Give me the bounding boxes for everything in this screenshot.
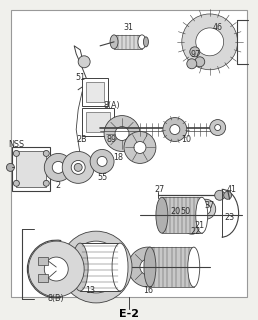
Circle shape (44, 154, 72, 181)
Circle shape (188, 221, 196, 229)
Ellipse shape (156, 197, 168, 233)
Circle shape (168, 209, 188, 229)
Text: 51: 51 (75, 73, 85, 82)
Circle shape (181, 214, 191, 224)
Circle shape (128, 247, 168, 287)
Circle shape (13, 150, 19, 156)
Text: 37: 37 (205, 201, 215, 210)
Circle shape (13, 180, 19, 186)
Text: 10: 10 (181, 135, 191, 144)
Circle shape (182, 14, 238, 70)
Bar (17, 151, 46, 187)
Circle shape (215, 124, 221, 131)
Circle shape (6, 164, 14, 172)
Text: 8(A): 8(A) (104, 101, 120, 110)
Circle shape (196, 199, 216, 219)
Circle shape (43, 180, 49, 186)
Text: 50: 50 (181, 207, 191, 216)
Bar (150, 247, 194, 287)
Bar (162, 197, 202, 233)
Bar (86, 112, 110, 132)
Circle shape (224, 191, 232, 199)
Text: 13: 13 (85, 286, 95, 295)
Text: 16: 16 (143, 286, 153, 295)
Circle shape (28, 241, 84, 297)
Circle shape (70, 241, 122, 293)
Circle shape (115, 126, 129, 140)
Text: 20: 20 (171, 207, 181, 216)
Bar (80, 243, 120, 291)
Circle shape (43, 150, 49, 156)
Ellipse shape (110, 35, 118, 49)
Ellipse shape (72, 243, 88, 291)
Text: 41: 41 (227, 185, 237, 194)
Circle shape (140, 259, 156, 275)
Circle shape (60, 231, 132, 303)
Text: 2B: 2B (77, 135, 87, 144)
Text: 97: 97 (191, 50, 201, 59)
Circle shape (52, 161, 64, 173)
Text: 46: 46 (213, 23, 223, 32)
Circle shape (190, 209, 206, 225)
Text: 89: 89 (107, 135, 117, 144)
Text: E-2: E-2 (119, 309, 139, 319)
Circle shape (195, 214, 201, 220)
Bar (114, 35, 142, 49)
Ellipse shape (143, 37, 148, 47)
Circle shape (71, 160, 85, 174)
Circle shape (44, 257, 68, 281)
Circle shape (190, 47, 200, 57)
Circle shape (62, 151, 94, 183)
Circle shape (196, 28, 224, 56)
Text: 18: 18 (113, 153, 123, 162)
Text: 55: 55 (97, 173, 107, 182)
Circle shape (78, 56, 90, 68)
Circle shape (170, 124, 180, 134)
Text: 2: 2 (56, 181, 61, 190)
Text: NSS: NSS (8, 140, 25, 149)
Circle shape (97, 156, 107, 166)
Circle shape (104, 116, 140, 151)
Circle shape (210, 120, 226, 135)
Text: 21: 21 (195, 221, 205, 230)
Bar (12, 148, 50, 191)
Text: 27: 27 (155, 185, 165, 194)
Bar (82, 108, 114, 135)
Bar (38, 274, 48, 282)
Text: 22: 22 (191, 227, 201, 236)
Text: 31: 31 (123, 23, 133, 32)
Circle shape (134, 141, 146, 154)
Circle shape (183, 216, 201, 234)
Text: 23: 23 (224, 213, 235, 222)
Bar (38, 257, 48, 265)
Ellipse shape (144, 247, 156, 287)
Bar (82, 78, 108, 106)
Circle shape (124, 132, 156, 164)
Bar (86, 82, 104, 102)
Circle shape (74, 164, 82, 172)
Circle shape (174, 215, 182, 223)
Text: 8(B): 8(B) (48, 294, 64, 303)
Ellipse shape (138, 35, 146, 49)
Ellipse shape (112, 243, 128, 291)
Circle shape (187, 59, 197, 69)
Circle shape (90, 149, 114, 173)
Circle shape (201, 204, 211, 214)
Circle shape (163, 117, 187, 141)
Ellipse shape (188, 247, 200, 287)
Circle shape (195, 57, 205, 67)
Ellipse shape (196, 197, 208, 233)
Circle shape (215, 190, 225, 200)
